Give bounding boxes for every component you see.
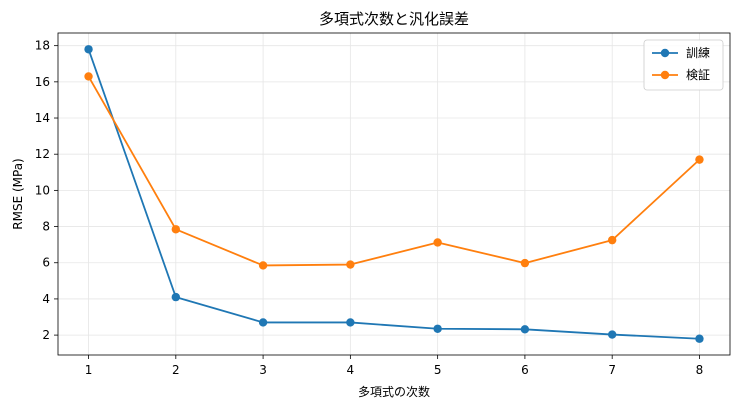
series-1 xyxy=(84,45,704,343)
legend-label: 検証 xyxy=(686,68,710,82)
plot-frame xyxy=(57,32,731,356)
data-point xyxy=(607,235,617,245)
legend-item: 検証 xyxy=(652,68,710,82)
data-point xyxy=(520,325,530,334)
y-tick-label: 18 xyxy=(35,39,50,53)
y-tick-label: 16 xyxy=(35,75,50,89)
y-tick-label: 4 xyxy=(42,292,50,306)
x-tick-label: 6 xyxy=(521,363,529,377)
y-tick-label: 8 xyxy=(42,220,50,234)
x-tick-label: 1 xyxy=(85,363,93,377)
series-layer xyxy=(84,45,704,343)
data-point xyxy=(520,258,530,268)
x-tick-label: 3 xyxy=(259,363,267,377)
data-point xyxy=(695,334,704,343)
data-point xyxy=(84,72,93,81)
x-axis-label: 多項式の次数 xyxy=(358,384,430,399)
data-point xyxy=(346,318,355,327)
y-axis-label: RMSE (MPa) xyxy=(11,158,25,229)
x-tick-label: 5 xyxy=(434,363,442,377)
legend-box xyxy=(643,39,724,91)
y-tick-label: 14 xyxy=(35,111,50,125)
y-tick-label: 12 xyxy=(35,147,50,161)
legend-marker xyxy=(660,70,670,80)
series-2 xyxy=(84,72,704,270)
data-point xyxy=(84,45,93,54)
data-point xyxy=(346,260,355,269)
y-tick-label: 10 xyxy=(35,183,50,197)
y-tick-label: 6 xyxy=(42,256,50,270)
x-tick-label: 2 xyxy=(172,363,180,377)
data-point xyxy=(258,261,268,270)
x-tick-label: 8 xyxy=(696,363,704,377)
data-point xyxy=(607,330,617,339)
x-tick-label: 4 xyxy=(347,363,355,377)
data-point xyxy=(258,318,268,327)
legend-label: 訓練 xyxy=(686,45,710,60)
data-point xyxy=(171,225,181,234)
series-line xyxy=(87,48,700,340)
data-point xyxy=(695,155,704,164)
x-tick-label: 7 xyxy=(608,363,616,377)
chart-title: 多項式次数と汎化誤差 xyxy=(319,10,469,28)
legend-item: 訓練 xyxy=(652,45,710,60)
y-tick-label: 2 xyxy=(42,328,50,342)
legend-marker xyxy=(660,48,670,58)
data-point xyxy=(171,292,181,302)
grid xyxy=(58,33,730,355)
data-point xyxy=(433,324,442,333)
series-line xyxy=(87,75,701,267)
data-point xyxy=(433,238,442,247)
